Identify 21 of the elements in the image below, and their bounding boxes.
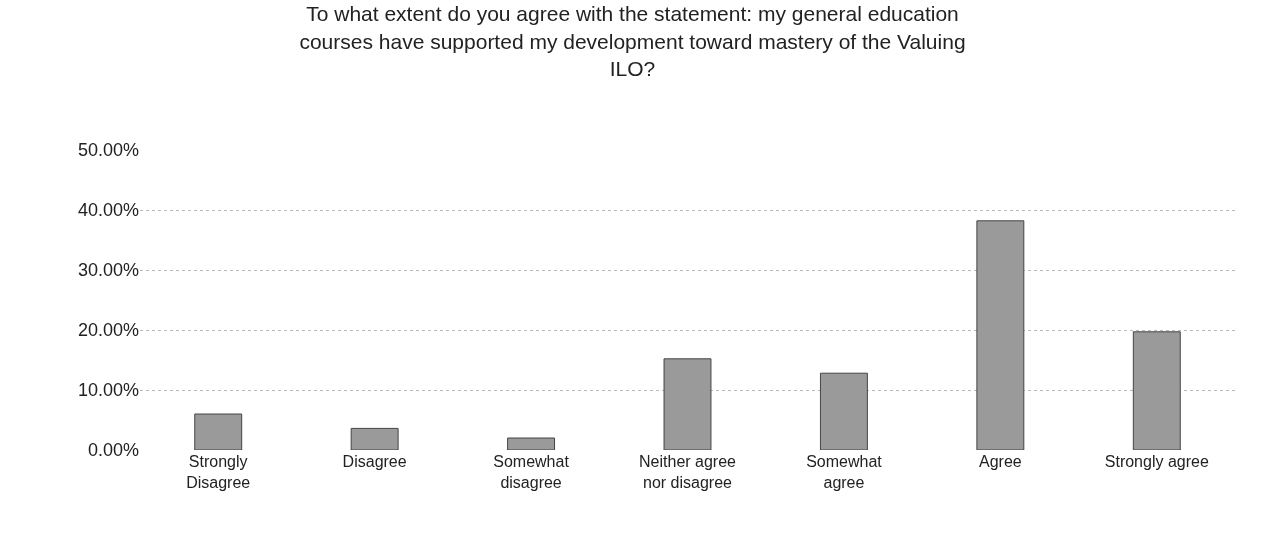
x-tick-label: Agree <box>979 453 1022 470</box>
bar <box>1132 331 1181 450</box>
y-tick-label: 0.00% <box>87 440 139 461</box>
chart-title: To what extent do you agree with the statement: my general education courses have supported my development toward mastery of the Valuing ILO? <box>299 2 966 80</box>
y-tick-label: 10.00% <box>77 380 139 401</box>
x-tick-label: Strongly Disagree <box>186 453 251 491</box>
bar <box>507 437 556 450</box>
bar <box>194 413 243 450</box>
bar <box>819 372 868 450</box>
x-tick-label: Somewhat agree <box>806 453 883 491</box>
bar <box>976 220 1025 450</box>
y-tick-label: 30.00% <box>77 260 139 281</box>
x-tick-label: Somewhat disagree <box>493 453 570 491</box>
x-tick-label: Strongly agree <box>1104 453 1209 470</box>
y-tick-label: 20.00% <box>77 320 139 341</box>
x-tick-label: Disagree <box>342 453 407 470</box>
bar <box>350 427 399 450</box>
bar <box>663 358 712 450</box>
x-tick-label: Neither agree nor disagree <box>639 453 737 491</box>
y-tick-label: 40.00% <box>77 200 139 221</box>
y-tick-label: 50.00% <box>77 140 139 161</box>
